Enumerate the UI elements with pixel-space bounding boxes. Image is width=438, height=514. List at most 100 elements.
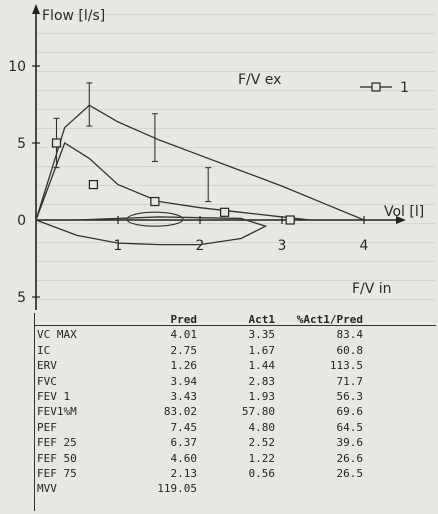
pct-cell: 60.8 [336,343,364,357]
act-cell: 2.52 [248,436,276,450]
pct-cell: 56.3 [336,389,364,403]
texture-line [35,280,435,281]
texture-line [35,128,435,129]
table-row: FEV1%M 83.02 57.80 69.6 [34,404,436,419]
pct-cell [275,481,363,496]
y-tick-label: 5 [17,136,26,152]
act-cell: 3.35 [248,328,276,342]
pct-cell: 26.6 [336,451,364,465]
texture-line [35,109,435,110]
pred-cell: 2.13 [170,466,198,480]
x-tick-label: 1 [114,238,123,254]
texture-line [35,242,435,243]
texture-line [35,261,435,262]
series-marker [220,207,230,217]
param-cell: MVV [37,482,57,496]
chart-axes [32,4,406,310]
param-cell: ERV [37,359,57,373]
act-cell: 2.83 [248,374,276,388]
x-tick-label: 2 [196,238,205,254]
param-cell: IC [37,343,51,357]
param-cell: FEV1%M [37,405,77,419]
pct-cell: 113.5 [329,359,363,373]
x-tick-label: 4 [360,238,369,254]
expiratory-label: F/V ex [238,72,281,88]
y-axis-title: Flow [l/s] [42,8,105,24]
texture-line [35,71,435,72]
texture-line [35,299,435,300]
results-header-row: Pred Act1 %Act1/Pred [34,312,436,327]
param-cell: FEF 75 [37,466,77,480]
act-cell: 0.56 [248,466,276,480]
chart-ticks: 1 2 3 4 5 10 0 5 [8,59,368,306]
table-row: FVC 3.94 2.83 71.7 [34,374,436,389]
act-cell: 1.44 [248,359,276,373]
series-marker [150,196,160,207]
pred-cell: 6.37 [170,436,198,450]
table-row: IC 2.75 1.67 60.8 [34,343,436,358]
table-row: VC MAX 4.01 3.35 83.4 [34,327,436,342]
y-tick-label-zero: 0 [17,213,26,229]
results-table: Pred Act1 %Act1/Pred VC MAX 4.01 3.35 83.4 I… [34,312,436,497]
texture-line [35,90,435,91]
param-cell: VC MAX [37,328,77,342]
pct-cell: 69.6 [336,405,364,419]
table-row: FEF 75 2.13 0.56 26.5 [34,466,436,481]
results-rows: VC MAX 4.01 3.35 83.4 IC 2.75 1.67 60.8 ERV 1.26 1… [34,327,436,496]
table-row: FEF 25 6.37 2.52 39.6 [34,435,436,450]
inspiratory-loop-group [35,211,268,246]
results-left-border [34,313,35,511]
predicted-curve-group [35,104,365,221]
act-cell: 57.80 [241,405,275,419]
texture-line [35,166,435,167]
texture-line [35,33,435,34]
results-header-rule [34,325,436,326]
pred-cell: 119.05 [157,482,197,496]
inspiratory-loop-line [35,216,268,246]
x-tick-label: 3 [278,238,287,254]
act-cell [197,481,275,496]
pred-cell: 4.01 [170,328,198,342]
param-cell: FEF 50 [37,451,77,465]
param-cell: FEV 1 [37,389,71,403]
param-cell: FEF 25 [37,436,77,450]
pred-cell: 2.75 [170,343,198,357]
pct-cell: 39.6 [336,436,364,450]
table-row: PEF 7.45 4.80 64.5 [34,420,436,435]
pct-cell: 26.5 [336,466,364,480]
pred-cell: 1.26 [170,359,198,373]
pct-cell: 83.4 [336,328,364,342]
legend-label: 1 [400,80,409,96]
texture-line [35,204,435,205]
chart-legend: 1 [360,80,409,96]
inspiratory-label: F/V in [352,281,392,297]
y-tick-label: 5 [17,290,26,306]
y-tick-label: 10 [8,59,26,75]
texture-line [35,147,435,148]
act-cell: 1.22 [248,451,276,465]
measured-series-group [35,138,311,225]
texture-line [35,223,435,224]
error-bars-group [53,82,212,203]
x-axis-arrowhead [396,216,406,224]
pred-cell: 83.02 [163,405,197,419]
act-column-header: Act1 [248,313,276,326]
legend-marker [371,82,381,92]
pct-cell: 64.5 [336,420,364,434]
pct-column-header: %Act1/Pred [296,313,363,326]
pred-cell: 3.43 [170,389,198,403]
pred-cell: 3.94 [170,374,198,388]
table-row: ERV 1.26 1.44 113.5 [34,358,436,373]
texture-line [35,52,435,53]
inspiratory-inner-loop [126,211,184,227]
predicted-expiratory-line [35,104,365,221]
pred-column-header: Pred [170,313,198,326]
param-cell: PEF [37,420,57,434]
act-cell: 1.67 [248,343,276,357]
chart-labels-group: Flow [l/s] F/V ex Vol [l] F/V in [42,8,424,297]
act-cell: 1.93 [248,389,276,403]
x-axis-title: Vol [l] [384,204,424,220]
pred-cell: 7.45 [170,420,198,434]
